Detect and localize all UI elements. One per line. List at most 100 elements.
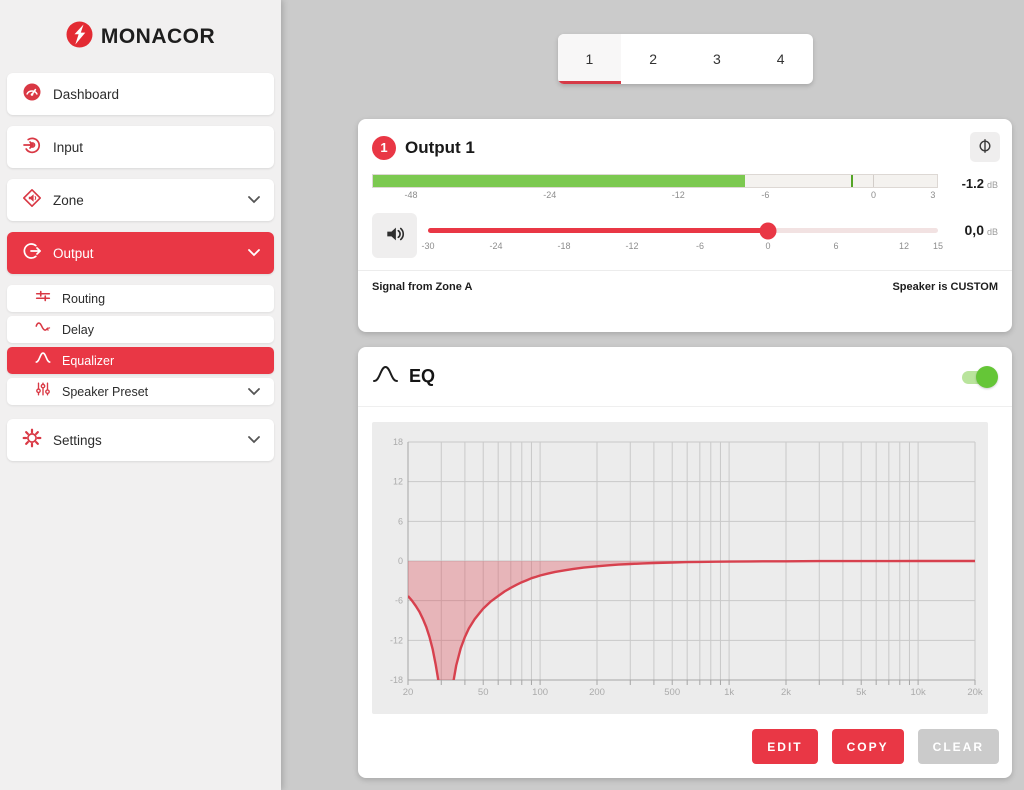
edit-button[interactable]: EDIT bbox=[752, 729, 818, 764]
output-number-badge: 1 bbox=[372, 135, 396, 160]
output-card-footer: Signal from Zone A Speaker is CUSTOM bbox=[358, 270, 1012, 303]
eq-enable-toggle[interactable] bbox=[962, 366, 998, 388]
slider-tick-label: 12 bbox=[898, 241, 910, 251]
sidebar-item-output[interactable]: Output bbox=[7, 232, 274, 274]
level-meter bbox=[372, 174, 938, 188]
sidebar-subitem-label: Delay bbox=[62, 322, 94, 337]
slider-value-box: 0,0 dB bbox=[938, 213, 998, 240]
sidebar-item-settings[interactable]: Settings bbox=[7, 419, 274, 461]
sidebar-subitem-equalizer[interactable]: Equalizer bbox=[7, 347, 274, 374]
sidebar-item-label: Output bbox=[53, 245, 94, 261]
tab-1[interactable]: 1 bbox=[557, 34, 622, 84]
copy-button[interactable]: COPY bbox=[831, 729, 904, 764]
eq-curve-icon bbox=[372, 365, 399, 388]
y-tick-label: 18 bbox=[393, 437, 403, 447]
speaker-preset-status: Speaker is CUSTOM bbox=[892, 281, 998, 293]
meter-tick-label: 3 bbox=[930, 190, 936, 200]
y-tick-label: 6 bbox=[398, 516, 403, 526]
faders-icon bbox=[34, 380, 52, 403]
tab-4[interactable]: 4 bbox=[749, 34, 813, 84]
meter-value: -1.2 bbox=[961, 176, 984, 191]
slider-tick-label: -6 bbox=[695, 241, 705, 251]
y-tick-label: 12 bbox=[393, 477, 403, 487]
input-icon bbox=[22, 135, 42, 160]
sidebar-subitem-label: Equalizer bbox=[62, 353, 115, 368]
speaker-icon bbox=[384, 223, 406, 248]
chevron-down-icon bbox=[248, 244, 260, 262]
meter-zero-divider bbox=[872, 175, 874, 187]
active-tab-underline bbox=[557, 81, 622, 84]
y-tick-label: -18 bbox=[390, 675, 403, 685]
sidebar-item-label: Settings bbox=[53, 432, 102, 448]
eq-buttons: EDIT COPY CLEAR bbox=[358, 714, 1012, 764]
volume-slider[interactable] bbox=[428, 222, 938, 239]
eq-curve-fill bbox=[408, 561, 975, 680]
slider-tick-label: -18 bbox=[557, 241, 571, 251]
slider-tick-label: 15 bbox=[932, 241, 944, 251]
slider-scale: -30 -24 -18 -12 -6 0 6 12 15 bbox=[421, 241, 943, 255]
y-tick-label: -6 bbox=[395, 596, 403, 606]
divider bbox=[7, 409, 274, 419]
slider-tick-label: 0 bbox=[765, 241, 771, 251]
toggle-knob bbox=[976, 366, 998, 388]
slider-unit: dB bbox=[986, 227, 998, 237]
signal-source-label: Signal from Zone A bbox=[372, 281, 473, 293]
chevron-down-icon bbox=[248, 383, 260, 401]
logo-text: MONACOR bbox=[100, 25, 216, 48]
meter-scale: -48 -24 -12 -6 0 3 bbox=[372, 190, 938, 204]
meter-peak-marker bbox=[851, 175, 854, 187]
volume-slider-row: -30 -24 -18 -12 -6 0 6 12 15 0,0 dB bbox=[358, 204, 1012, 258]
eq-curve-line bbox=[408, 559, 975, 680]
x-tick-label: 20 bbox=[403, 687, 414, 698]
routing-icon bbox=[34, 287, 52, 310]
sidebar-item-label: Input bbox=[53, 139, 84, 155]
sidebar-item-dashboard[interactable]: Dashboard bbox=[7, 73, 274, 115]
slider-tick-label: -12 bbox=[625, 241, 639, 251]
sidebar-subitem-label: Routing bbox=[62, 291, 106, 306]
sidebar: MONACOR Dashboard bbox=[0, 0, 281, 790]
clear-button[interactable]: CLEAR bbox=[917, 729, 999, 764]
slider-tick-label: -24 bbox=[489, 241, 503, 251]
tab-2[interactable]: 2 bbox=[621, 34, 685, 84]
output-card-header: 1 Output 1 bbox=[358, 119, 1012, 163]
y-tick-label: 0 bbox=[398, 556, 403, 566]
meter-unit: dB bbox=[986, 180, 998, 190]
phase-button[interactable] bbox=[970, 132, 1000, 162]
x-tick-label: 200 bbox=[589, 687, 605, 698]
eq-card-header: EQ bbox=[358, 347, 1012, 407]
meter-tick-label: 0 bbox=[870, 190, 876, 200]
tab-label: 3 bbox=[712, 51, 721, 67]
slider-fill bbox=[428, 228, 768, 233]
chevron-down-icon bbox=[248, 191, 260, 209]
sidebar-subitem-speaker-preset[interactable]: Speaker Preset bbox=[7, 378, 274, 405]
x-tick-label: 20k bbox=[967, 687, 983, 698]
eq-chart: 18 12 6 0 -6 -12 -18 20 50 100 200 500 1k 2k 5k 10k 20k bbox=[372, 422, 988, 714]
sidebar-item-label: Zone bbox=[53, 192, 84, 208]
sidebar-subitem-label: Speaker Preset bbox=[62, 384, 149, 399]
sidebar-subitem-routing[interactable]: Routing bbox=[7, 285, 274, 312]
output-icon bbox=[22, 241, 42, 266]
slider-thumb[interactable] bbox=[759, 222, 777, 239]
tab-3[interactable]: 3 bbox=[685, 34, 749, 84]
meter-fill bbox=[373, 175, 746, 187]
delay-icon bbox=[34, 318, 52, 341]
sidebar-subitem-delay[interactable]: Delay bbox=[7, 316, 274, 343]
meter-tick-label: -6 bbox=[761, 190, 770, 200]
equalizer-icon bbox=[34, 349, 52, 372]
mute-button[interactable] bbox=[372, 213, 417, 258]
sidebar-item-input[interactable]: Input bbox=[7, 126, 274, 168]
output-tab-bar: 1 2 3 4 bbox=[557, 34, 813, 84]
sidebar-item-label: Dashboard bbox=[53, 86, 120, 102]
meter-tick-label: -48 bbox=[404, 190, 418, 200]
sidebar-item-zone[interactable]: Zone bbox=[7, 179, 274, 221]
x-tick-label: 100 bbox=[532, 687, 548, 698]
eq-card: EQ 18 12 6 0 -6 -12 -18 20 50 100 200 500 1k 2k 5k 10k 2… bbox=[358, 347, 1012, 778]
gauge-icon bbox=[22, 82, 42, 107]
x-tick-label: 5k bbox=[856, 687, 866, 698]
chevron-down-icon bbox=[248, 431, 260, 449]
zone-icon bbox=[22, 188, 42, 213]
tab-label: 1 bbox=[585, 51, 594, 67]
tab-label: 4 bbox=[776, 51, 785, 67]
